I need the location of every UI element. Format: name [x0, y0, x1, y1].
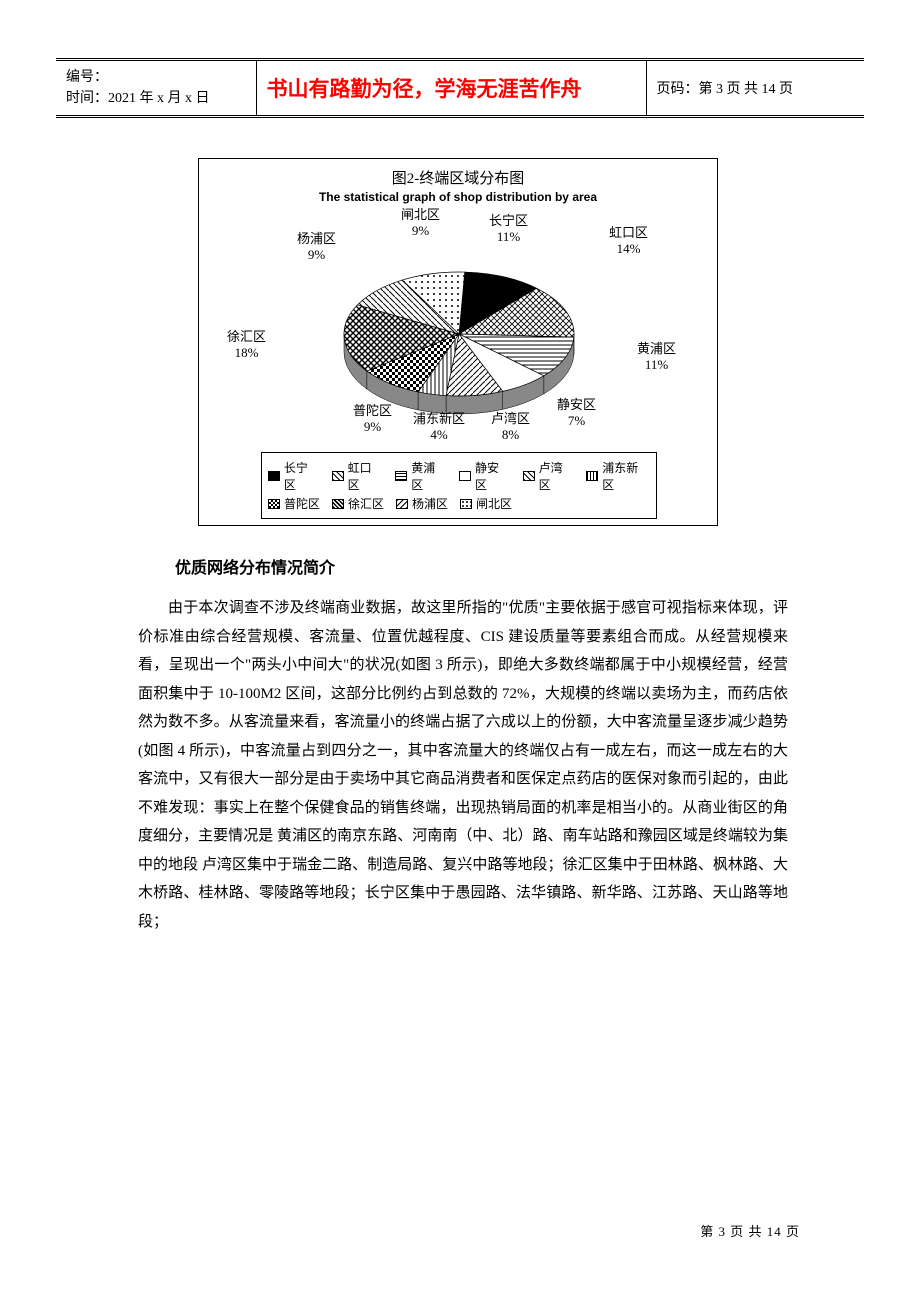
pie-label-pudong: 浦东新区4% — [413, 411, 465, 442]
pie-label-jingan: 静安区7% — [557, 397, 596, 428]
pie-chart-container: 图2-终端区域分布图 The statistical graph of shop… — [198, 158, 718, 526]
pie-label-yangpu: 杨浦区9% — [297, 231, 336, 262]
header-time: 时间：2021 年 x 月 x 日 — [66, 88, 246, 109]
pie-label-zhabei: 闸北区9% — [401, 207, 440, 238]
header-id: 编号： — [66, 67, 246, 88]
pie-label-changning: 长宁区11% — [489, 213, 528, 244]
chart-title-en: The statistical graph of shop distributi… — [199, 190, 717, 204]
page-header: 编号： 时间：2021 年 x 月 x 日 书山有路勤为径，学海无涯苦作舟 页码… — [56, 58, 864, 118]
body-paragraph: 由于本次调查不涉及终端商业数据，故这里所指的"优质"主要依据于感官可视指标来体现… — [138, 594, 788, 936]
pie-label-putuo: 普陀区9% — [353, 403, 392, 434]
header-motto: 书山有路勤为径，学海无涯苦作舟 — [256, 60, 646, 117]
pie-label-huangpu: 黄浦区11% — [637, 341, 676, 372]
pie-label-xuhui: 徐汇区18% — [227, 329, 266, 360]
chart-title-cn: 图2-终端区域分布图 — [199, 167, 717, 188]
pie-label-hongkou: 虹口区14% — [609, 225, 648, 256]
chart-legend: 长宁区 虹口区 黄浦区 静安区 卢湾区 浦东新区 普陀区 徐汇区 杨浦区 闸北区 — [261, 452, 657, 519]
header-page: 页码：第 3 页 共 14 页 — [646, 60, 864, 117]
pie-label-luwan: 卢湾区8% — [491, 411, 530, 442]
section-heading: 优质网络分布情况简介 — [175, 554, 335, 578]
page-footer: 第 3 页 共 14 页 — [700, 1221, 800, 1240]
pie-chart: 长宁区11% 虹口区14% 黄浦区11% 静安区7% 卢湾区8% 浦东新区4% … — [209, 219, 709, 469]
